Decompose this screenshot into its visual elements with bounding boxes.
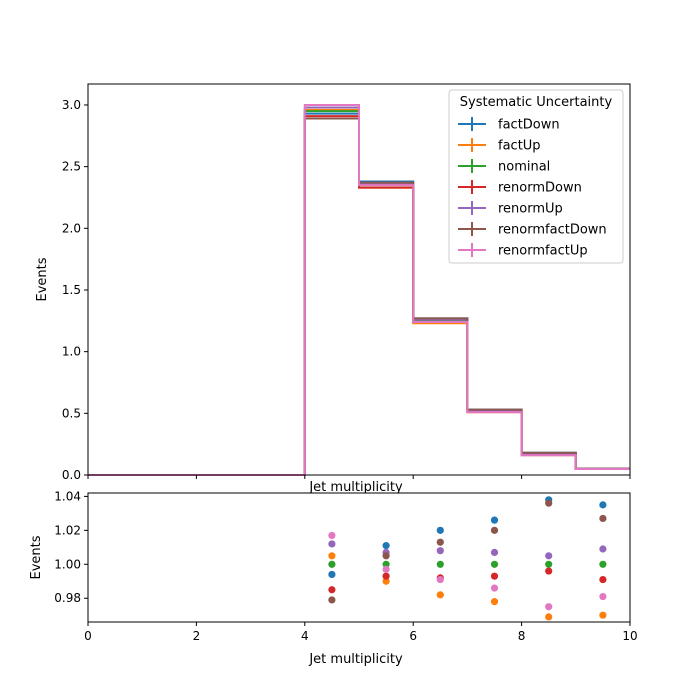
ratio-point-nominal [328, 560, 336, 568]
legend-item-renormUp: renormUp [458, 201, 563, 217]
ratio-point-renormUp [545, 552, 553, 560]
ratio-x-tick-label: 6 [409, 629, 417, 643]
ratio-point-renormfactUp [382, 565, 390, 573]
ratio-point-renormfactDown [328, 596, 336, 604]
legend-item-nominal: nominal [458, 159, 550, 175]
legend-items: factDown factUp nominal renormDown renormUp r… [458, 117, 607, 259]
ratio-point-factUp [436, 591, 444, 599]
ratio-point-factDown [382, 542, 390, 550]
ratio-point-factDown [436, 526, 444, 534]
ratio-point-renormfactDown [382, 552, 390, 560]
main-plot-frame [87, 83, 631, 476]
legend-label-factUp: factUp [498, 139, 541, 154]
main-y-tick-label: 1.0 [62, 345, 81, 359]
legend-frame [448, 89, 624, 264]
ratio-point-factDown [328, 570, 336, 579]
ratio-y-tick-label: 1.04 [54, 489, 81, 503]
ratio-point-renormDown [382, 572, 390, 580]
legend-label-nominal: nominal [498, 160, 550, 175]
ratio-point-renormfactDown [545, 499, 553, 507]
legend-label-factDown: factDown [498, 118, 560, 133]
main-x-ticks [87, 475, 631, 479]
ratio-point-renormDown [599, 575, 607, 584]
ratio-y-tick-label: 1.02 [54, 523, 81, 537]
ratio-plot-area [88, 493, 630, 622]
ratio-x-tick-label: 8 [518, 629, 526, 643]
ratio-point-renormfactDown [599, 514, 607, 523]
main-histogram-panel: 0.0 0.5 1.0 1.5 2.0 2.5 3.0 Events Jet multipl… [35, 83, 631, 495]
ratio-point-renormfactUp [328, 531, 336, 540]
legend-title: Systematic Uncertainty [460, 95, 613, 110]
ratio-point-factUp [328, 552, 336, 560]
ratio-point-factUp [599, 611, 607, 619]
main-y-tick-label: 3.0 [62, 98, 81, 112]
ratio-point-renormDown [328, 586, 336, 594]
ratio-x-tick-label: 4 [301, 629, 309, 643]
main-x-axis-label: Jet multiplicity [308, 480, 403, 495]
ratio-point-nominal [490, 560, 499, 568]
ratio-point-nominal [599, 560, 607, 568]
ratio-x-tick-label: 2 [193, 629, 201, 643]
ratio-y-tick-label: 0.98 [54, 591, 81, 605]
ratio-point-renormDown [490, 572, 499, 580]
legend-item-factDown: factDown [458, 117, 560, 133]
ratio-point-factUp [490, 598, 499, 606]
ratio-point-renormfactUp [545, 603, 553, 611]
ratio-x-ticks: 0 2 4 6 8 10 [84, 622, 638, 643]
ratio-point-renormUp [490, 548, 499, 557]
legend-label-renormfactDown: renormfactDown [498, 223, 607, 238]
legend-label-renormDown: renormDown [498, 181, 582, 196]
ratio-y-tick-label: 1.00 [54, 557, 81, 571]
legend-item-renormDown: renormDown [458, 180, 582, 196]
ratio-point-renormDown [545, 567, 553, 575]
ratio-point-renormfactUp [436, 575, 444, 584]
main-y-tick-label: 0.0 [62, 468, 81, 482]
legend-item-renormfactDown: renormfactDown [458, 222, 607, 238]
ratio-point-factUp [382, 577, 390, 585]
ratio-x-tick-label: 0 [84, 629, 92, 643]
legend-item-renormfactUp: renormfactUp [458, 243, 588, 259]
ratio-point-renormfactUp [490, 584, 499, 592]
ratio-y-axis-label: Events [29, 535, 44, 579]
legend-label-renormUp: renormUp [498, 202, 563, 217]
ratio-panel: 0.98 1.00 1.02 1.04 0 2 4 6 8 10 Events Jet mult… [29, 489, 638, 667]
main-y-tick-label: 2.0 [62, 221, 81, 235]
ratio-point-nominal [382, 560, 390, 568]
ratio-y-ticks: 0.98 1.00 1.02 1.04 [54, 489, 88, 605]
ratio-point-factDown [599, 501, 607, 509]
ratio-x-axis-label: Jet multiplicity [308, 652, 403, 667]
ratio-point-renormfactDown [490, 526, 499, 534]
ratio-plot-frame [87, 492, 631, 623]
main-y-axis-label: Events [35, 257, 50, 301]
ratio-point-factUp [545, 613, 553, 621]
ratio-points-group [328, 496, 607, 621]
ratio-point-renormUp [328, 540, 336, 548]
main-y-tick-label: 1.5 [62, 283, 81, 297]
main-y-tick-label: 0.5 [62, 406, 81, 420]
ratio-point-nominal [436, 560, 444, 568]
ratio-point-renormUp [436, 547, 444, 555]
legend-label-renormfactUp: renormfactUp [498, 244, 588, 259]
legend: Systematic Uncertainty factDown factUp nom… [448, 89, 624, 264]
ratio-point-renormfactUp [599, 592, 607, 601]
legend-item-factUp: factUp [458, 138, 541, 154]
ratio-point-renormUp [599, 545, 607, 553]
ratio-point-factDown [490, 516, 499, 524]
ratio-point-nominal [545, 560, 553, 568]
main-y-tick-label: 2.5 [62, 160, 81, 174]
ratio-point-renormfactDown [436, 538, 444, 546]
main-y-ticks: 0.0 0.5 1.0 1.5 2.0 2.5 3.0 [62, 98, 88, 482]
ratio-x-tick-label: 10 [622, 629, 637, 643]
